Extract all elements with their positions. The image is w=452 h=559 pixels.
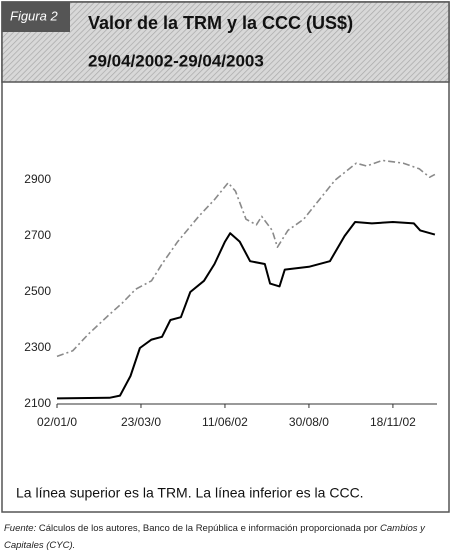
caption: La línea superior es la TRM. La línea in… bbox=[16, 485, 364, 501]
source-name: Cambios y Capitales (CYC). bbox=[4, 523, 425, 551]
figure-label-box bbox=[2, 2, 70, 32]
y-tick-label: 2700 bbox=[24, 228, 51, 242]
y-tick-label: 2100 bbox=[24, 396, 51, 410]
source-note: Fuente: Cálculos de los autores, Banco d… bbox=[4, 520, 448, 554]
frame bbox=[1, 1, 450, 513]
chart-subtitle: 29/04/2002-29/04/2003 bbox=[88, 51, 264, 70]
x-tick-label: 18/11/02 bbox=[370, 415, 416, 429]
figure: Figura 2 Valor de la TRM y la CCC (US$) … bbox=[1, 1, 450, 513]
figure-label: Figura 2 bbox=[10, 8, 58, 23]
header bbox=[1, 1, 450, 83]
source-text: Cálculos de los autores, Banco de la Rep… bbox=[36, 523, 381, 534]
x-tick-label: 30/08/0 bbox=[289, 415, 329, 429]
series-line bbox=[56, 221, 436, 400]
x-tick-label: 11/06/02 bbox=[202, 415, 248, 429]
y-tick-label: 2500 bbox=[24, 284, 51, 298]
x-tick-label: 23/03/0 bbox=[121, 415, 161, 429]
source-label: Fuente: bbox=[4, 523, 37, 534]
series-line bbox=[56, 159, 436, 358]
chart-title: Valor de la TRM y la CCC (US$) bbox=[88, 13, 353, 33]
x-tick-label: 02/01/0 bbox=[37, 415, 77, 429]
y-tick-label: 2900 bbox=[24, 172, 51, 186]
y-tick-label: 2300 bbox=[24, 340, 51, 354]
